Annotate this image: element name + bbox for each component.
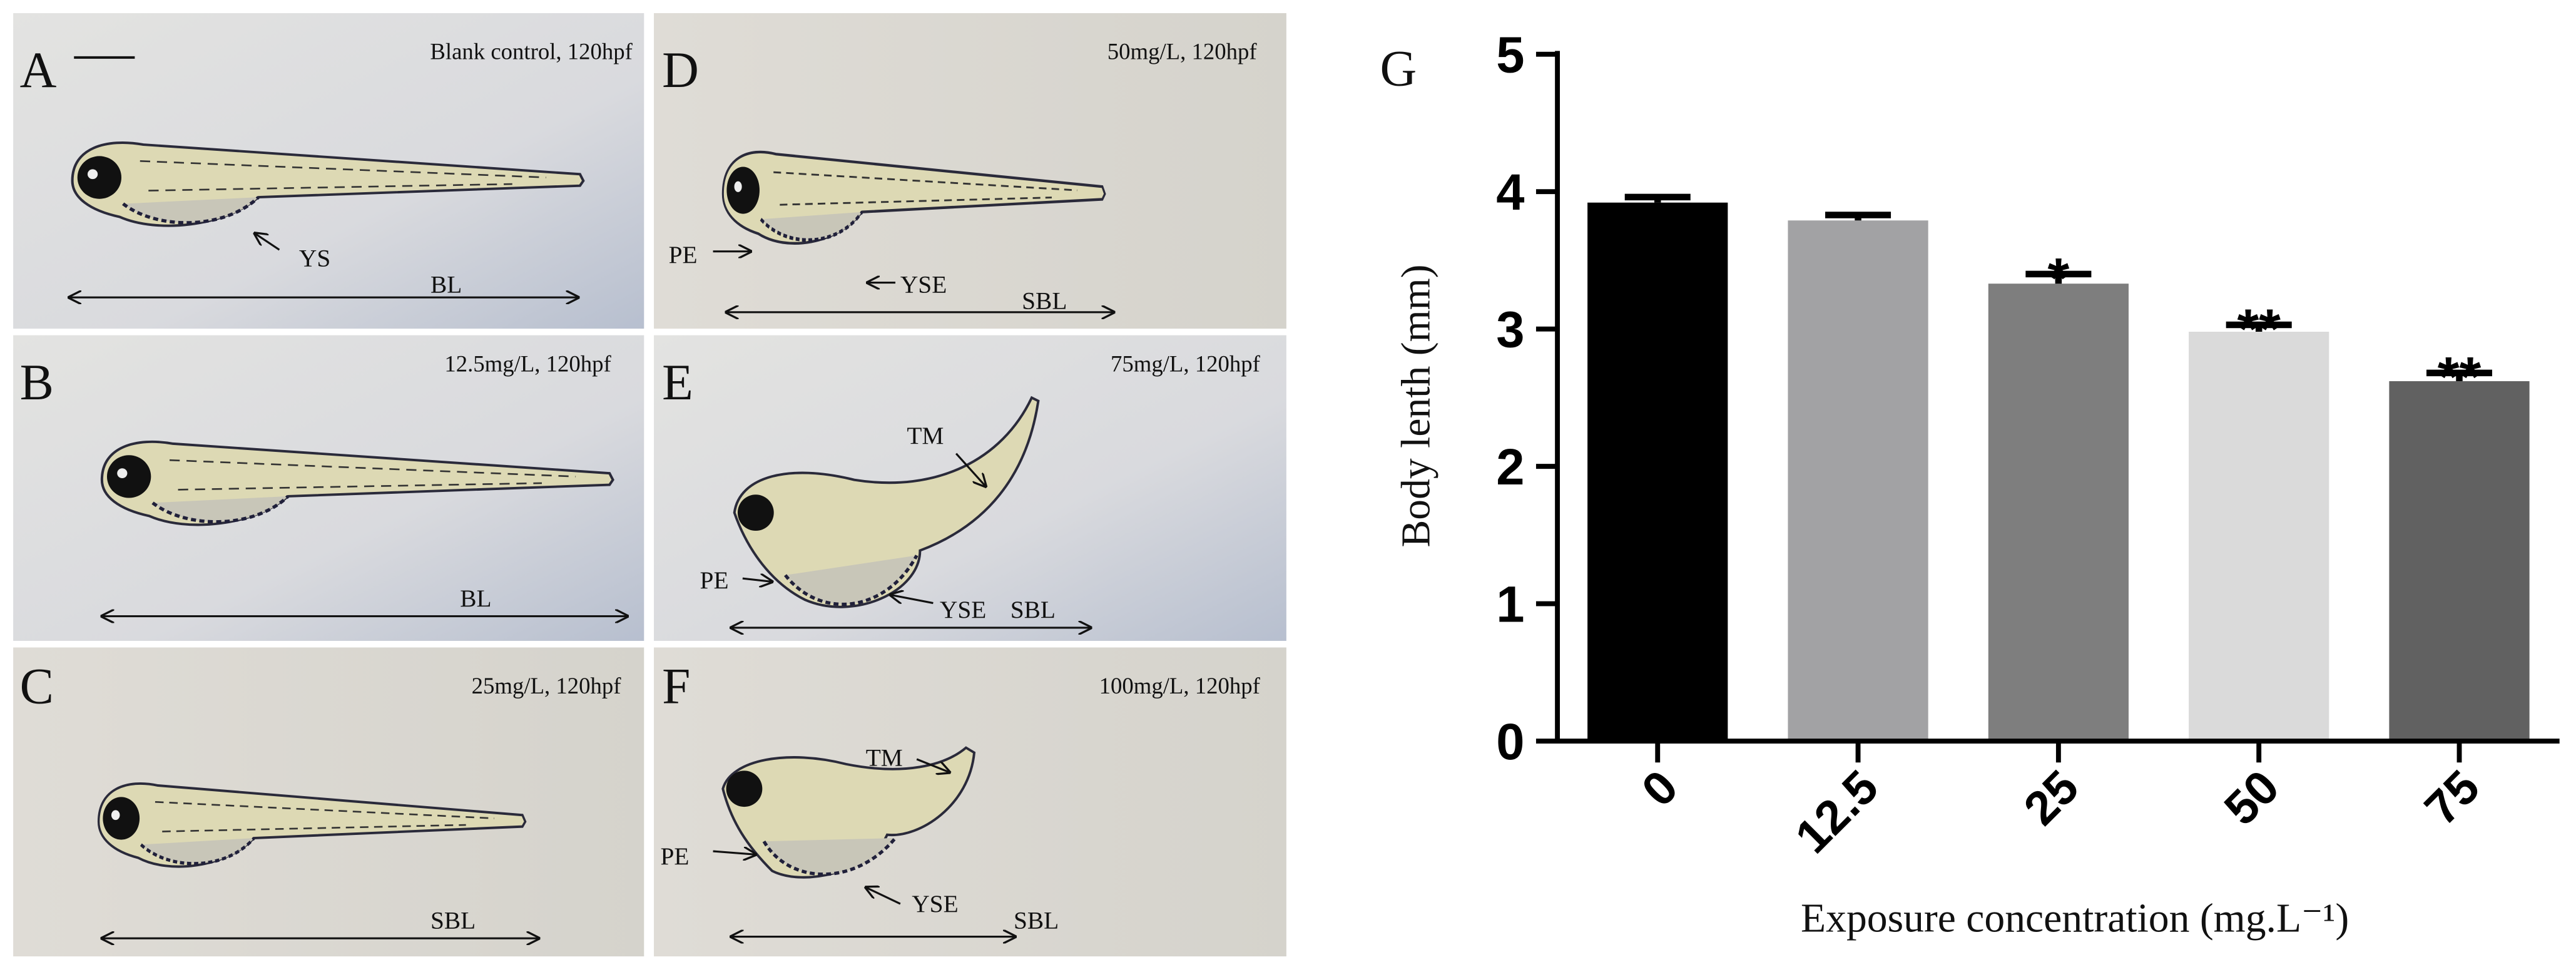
panel-letter: G — [1380, 40, 1417, 97]
panel-images: A Blank control, 120hpf YS BL B 12.5mg/L… — [13, 13, 1286, 957]
structure-label: SBL — [1022, 287, 1067, 315]
y-tick-label: 5 — [1496, 27, 1524, 84]
significance-mark: ** — [2237, 297, 2281, 360]
y-axis-label: Body lenth (mm) — [1393, 264, 1438, 547]
structure-label: SBL — [1011, 596, 1056, 623]
structure-label: PE — [700, 566, 729, 594]
structure-label: YS — [299, 244, 330, 272]
panel-caption: 75mg/L, 120hpf — [1111, 350, 1261, 376]
error-bar — [1624, 193, 1691, 203]
structure-label: BL — [460, 585, 491, 612]
bar — [1788, 220, 1928, 742]
panel-letter: B — [20, 354, 54, 411]
structure-label: SBL — [1014, 906, 1059, 934]
pointer-arrow — [742, 578, 772, 581]
pointer-arrow — [866, 888, 901, 905]
pointer-arrow — [955, 453, 985, 487]
x-tick-label: 50 — [2214, 760, 2289, 836]
structure-label: TM — [866, 744, 903, 771]
panel-letter: E — [662, 354, 693, 411]
structure-label: YSE — [900, 270, 947, 298]
structure-label: PE — [669, 241, 698, 269]
structure-label: YSE — [940, 596, 986, 623]
x-tick-label: 75 — [2415, 760, 2490, 836]
pointer-arrow — [890, 595, 934, 605]
error-bar — [1825, 212, 1891, 221]
y-tick-label: 2 — [1496, 439, 1524, 496]
bar — [2189, 332, 2329, 742]
bar — [2389, 381, 2530, 742]
y-tick-label: 4 — [1496, 164, 1524, 221]
panel-caption: 50mg/L, 120hpf — [1107, 39, 1258, 64]
x-tick-label: 0 — [1632, 760, 1688, 817]
bar — [1988, 284, 2129, 742]
x-axis-label: Exposure concentration (mg.L⁻¹) — [1801, 896, 2349, 941]
larva — [733, 396, 1040, 608]
x-tick-label: 25 — [2014, 760, 2089, 836]
structure-label: SBL — [430, 906, 476, 934]
panel-caption: 25mg/L, 120hpf — [472, 673, 622, 698]
structure-label: TM — [907, 422, 944, 449]
panel-caption: Blank control, 120hpf — [430, 39, 633, 64]
structure-label: BL — [430, 270, 462, 298]
panel-letter: A — [20, 41, 57, 98]
y-tick-label: 3 — [1496, 302, 1524, 359]
significance-mark: * — [2048, 247, 2070, 309]
pointer-arrow — [713, 851, 756, 854]
x-tick-label: 12.5 — [1785, 760, 1888, 864]
error-bar — [2025, 270, 2092, 284]
y-tick-label: 1 — [1496, 576, 1524, 633]
panel-letter: C — [20, 658, 54, 715]
bar-chart: G Exposure concentration (mg.L⁻¹) Body l… — [1380, 27, 2560, 941]
panel-letter: D — [662, 41, 699, 98]
panel-caption: 100mg/L, 120hpf — [1099, 673, 1261, 698]
structure-label: PE — [661, 842, 690, 870]
pointer-arrow — [255, 233, 280, 251]
larva — [721, 746, 976, 879]
pointer-arrow — [916, 758, 950, 772]
panel-letter: F — [662, 658, 690, 715]
structure-label: YSE — [912, 890, 958, 918]
y-tick-label: 0 — [1496, 714, 1524, 770]
significance-mark: ** — [2438, 345, 2482, 408]
error-bar — [2226, 321, 2292, 332]
bar — [1587, 202, 1728, 742]
panel-caption: 12.5mg/L, 120hpf — [444, 350, 611, 376]
error-bar — [2426, 369, 2493, 382]
